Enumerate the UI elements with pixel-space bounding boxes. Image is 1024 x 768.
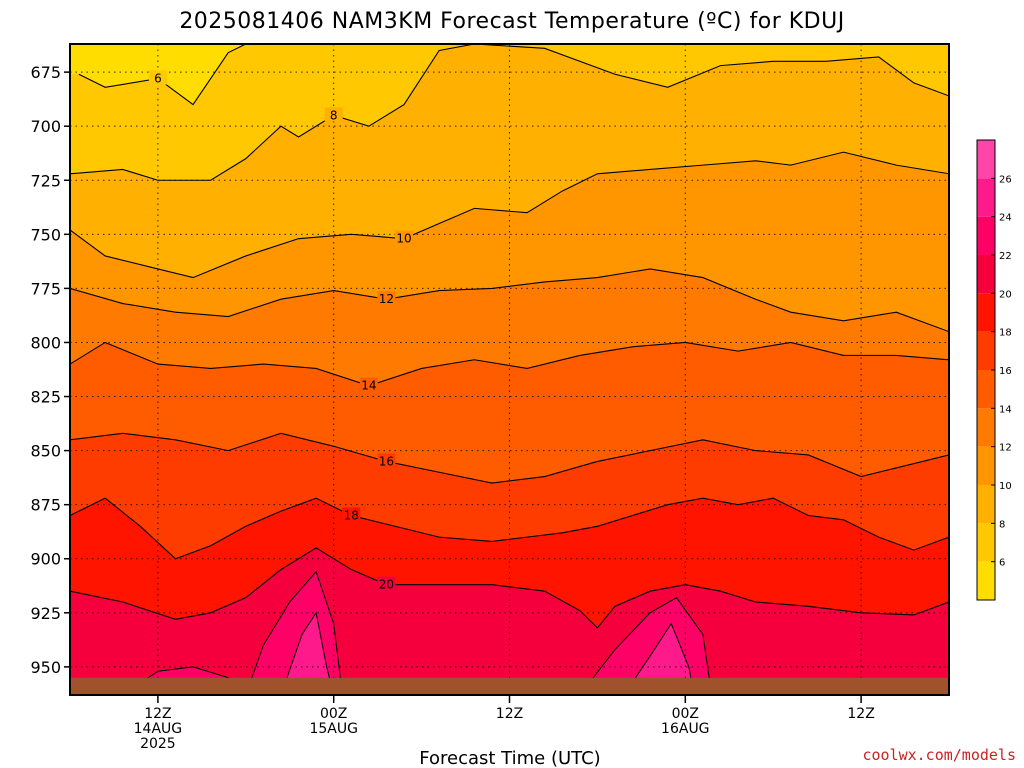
colorbar-tick-label-20: 20 [999, 289, 1012, 300]
isotherm-label-bg-10 [395, 230, 414, 245]
warm-pocket-1 [280, 611, 335, 695]
isotherm-label-16: 16 [379, 454, 394, 468]
isotherm-label-bg-18 [342, 507, 361, 522]
isotherm-label-10: 10 [396, 232, 411, 246]
x-tick-label-22-0: 00Z [320, 706, 347, 722]
isotherm-18 [70, 497, 949, 560]
colorbar-band-14 [977, 370, 995, 409]
colorbar-band-18 [977, 293, 995, 332]
colorbar-tick-label-14: 14 [999, 404, 1012, 415]
colorbar-band-20 [977, 255, 995, 294]
isotherm-20 [70, 547, 949, 629]
colorbar-band-16 [977, 331, 995, 370]
isotherm-6 [78, 44, 247, 106]
isotherm-label-bg-8 [324, 107, 343, 122]
y-tick-label-800: 800 [30, 333, 61, 352]
temperature-fill [70, 44, 949, 695]
isotherm-16 [70, 432, 949, 484]
isotherm-label-bg-14 [359, 377, 378, 392]
isotherm-label-8: 8 [330, 108, 338, 122]
y-tick-label-675: 675 [30, 63, 61, 82]
y-tick-label-875: 875 [30, 496, 61, 515]
isotherm-label-6: 6 [154, 72, 162, 86]
x-tick-label-42-0: 00Z [672, 706, 699, 722]
colorbar-band-10 [977, 446, 995, 485]
y-tick-label-850: 850 [30, 442, 61, 461]
colorbar-tick-label-18: 18 [999, 328, 1012, 339]
colorbar-tick-label-8: 8 [999, 519, 1005, 530]
y-tick-label-775: 775 [30, 279, 61, 298]
x-tick-label-42-1: 16AUG [661, 721, 710, 737]
colorbar-tick-label-16: 16 [999, 366, 1012, 377]
x-axis-label: Forecast Time (UTC) [419, 748, 600, 768]
y-tick-label-725: 725 [30, 171, 61, 190]
isotherm-label-bg-20 [377, 576, 396, 591]
colorbar-tick-label-6: 6 [999, 558, 1005, 569]
y-tick-label-750: 750 [30, 225, 61, 244]
colorbar-band-6 [977, 523, 995, 562]
isotherm-14 [70, 341, 949, 387]
y-tick-label-900: 900 [30, 550, 61, 569]
colorbar-band-4 [977, 561, 995, 600]
isotherm-label-20: 20 [379, 578, 394, 592]
x-tick-label-32-0: 12Z [496, 706, 523, 722]
isotherm-label-bg-6 [148, 70, 167, 85]
isotherm-labels: 6 8 10 12 14 16 18 20 [148, 70, 414, 592]
colorbar-tick-label-24: 24 [999, 213, 1012, 224]
isotherm-label-14: 14 [361, 379, 376, 393]
isotherm-label-bg-16 [377, 453, 396, 468]
colorbar-tick-label-26: 26 [999, 174, 1012, 185]
x-tick-label-12-0: 12Z [144, 706, 171, 722]
colorbar-tick-label-10: 10 [999, 481, 1012, 492]
colorbar-band-8 [977, 485, 995, 524]
isotherm-label-18: 18 [344, 508, 359, 522]
isotherm-12 [70, 268, 949, 333]
ground-band [70, 677, 949, 695]
isotherm-10 [70, 151, 949, 279]
y-tick-label-925: 925 [30, 604, 61, 623]
x-tick-label-12-1: 14AUG [134, 721, 183, 737]
colorbar-band-26 [977, 140, 995, 179]
x-tick-label-12-2: 2025 [140, 736, 176, 752]
warm-pocket-3 [623, 622, 695, 695]
y-tick-label-825: 825 [30, 388, 61, 407]
colorbar-band-24 [977, 178, 995, 217]
x-tick-label-52-0: 12Z [847, 706, 874, 722]
x-tick-label-22-1: 15AUG [309, 721, 358, 737]
colorbar-band-22 [977, 216, 995, 255]
y-tick-label-700: 700 [30, 117, 61, 136]
colorbar: 6 8 10 12 14 16 18 20 22 24 26 [976, 139, 1012, 601]
credit-text[interactable]: coolwx.com/models [862, 746, 1016, 764]
chart-title: 2025081406 NAM3KM Forecast Temperature (… [179, 9, 844, 34]
y-axis: 675 700 725 750 775 800 825 850 875 900 925 950 [30, 63, 70, 677]
isotherm-lines [70, 44, 949, 629]
isotherm-label-bg-12 [377, 291, 396, 306]
colorbar-tick-label-12: 12 [999, 443, 1012, 454]
colorbar-band-12 [977, 408, 995, 447]
isotherm-8 [70, 44, 949, 181]
grid-lines [70, 44, 949, 695]
colorbar-tick-label-22: 22 [999, 251, 1012, 262]
y-tick-label-950: 950 [30, 658, 61, 677]
isotherm-label-12: 12 [379, 292, 394, 306]
